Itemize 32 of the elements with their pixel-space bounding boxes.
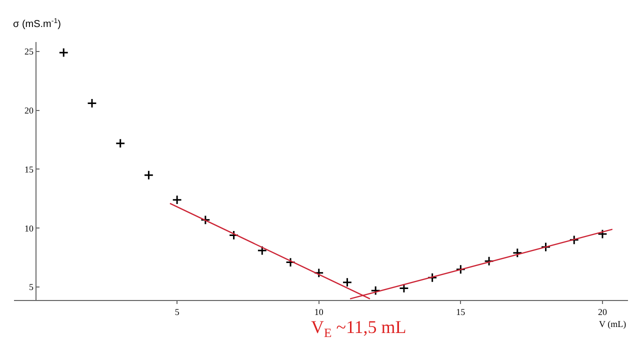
y-axis-title: σ (mS.m$^{-1}$) <box>13 18 61 30</box>
point <box>172 194 182 205</box>
point <box>286 257 296 268</box>
point <box>484 256 494 266</box>
point <box>427 272 438 283</box>
y-tick-label: 20 <box>24 105 34 116</box>
point <box>598 229 608 239</box>
point <box>512 248 522 258</box>
point <box>342 277 352 288</box>
point <box>540 242 551 252</box>
point <box>314 268 324 278</box>
x-tick-label: 15 <box>456 306 466 317</box>
y-tick-label: 5 <box>28 282 34 292</box>
y-tick-label: 10 <box>24 223 34 234</box>
x-tick-label: 5 <box>174 306 180 317</box>
text: V$_{E}$ ~11,5 mL <box>311 317 406 340</box>
point <box>87 98 97 108</box>
y-tick-label: 15 <box>24 164 34 174</box>
point <box>58 48 69 58</box>
point <box>228 230 239 240</box>
y-tick-label: 25 <box>24 46 34 57</box>
point <box>399 283 409 294</box>
point <box>144 170 154 180</box>
point <box>456 264 466 274</box>
x-axis-title: V (mL) <box>599 319 626 329</box>
x-tick-label: 10 <box>314 306 324 317</box>
point <box>569 234 580 245</box>
x-tick-label: 20 <box>598 306 608 317</box>
point <box>200 214 210 225</box>
point <box>115 138 126 148</box>
point <box>370 286 381 296</box>
point <box>257 246 268 256</box>
